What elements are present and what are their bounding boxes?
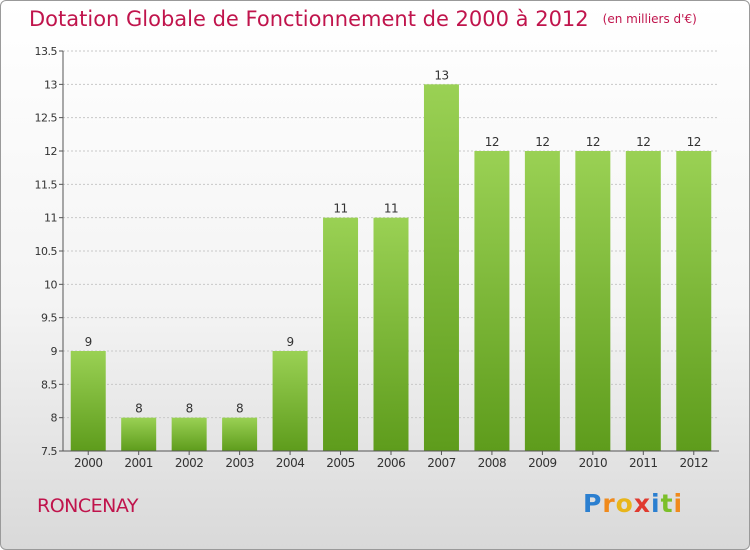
x-tick-label: 2002 [175, 456, 204, 470]
bar [676, 151, 712, 451]
bar-value-label: 8 [186, 402, 193, 416]
commune-name: RONCENAY [37, 495, 138, 517]
x-tick-label: 2004 [276, 456, 305, 470]
bar-value-label: 11 [384, 202, 398, 216]
bar [171, 417, 207, 451]
logo-letter: i [673, 489, 684, 518]
y-tick-label: 11 [44, 212, 57, 225]
bar-value-label: 12 [687, 135, 701, 149]
logo-letter: r [602, 489, 616, 518]
logo-letter: x [633, 489, 651, 518]
x-tick-label: 2001 [124, 456, 153, 470]
bar [272, 351, 308, 451]
y-tick-label: 8 [51, 412, 58, 425]
y-tick-label: 10 [44, 278, 57, 291]
x-tick-label: 2006 [377, 456, 406, 470]
bar [524, 151, 560, 451]
bar-value-label: 9 [287, 335, 294, 349]
y-tick-label: 8.5 [41, 378, 57, 391]
x-tick-label: 2010 [579, 456, 608, 470]
bar [121, 417, 157, 451]
bar-value-label: 8 [236, 402, 243, 416]
y-tick-label: 9 [51, 345, 58, 358]
logo-letter: P [583, 489, 603, 518]
title-text: Dotation Globale de Fonctionnement de 20… [29, 7, 589, 31]
x-tick-label: 2005 [326, 456, 355, 470]
y-tick-label: 13.5 [35, 45, 58, 58]
x-tick-label: 2008 [478, 456, 507, 470]
bar-value-label: 8 [135, 402, 142, 416]
y-tick-label: 7.5 [41, 445, 57, 458]
bar [625, 151, 661, 451]
bar-value-label: 12 [535, 135, 549, 149]
x-tick-label: 2012 [679, 456, 708, 470]
x-tick-label: 2009 [528, 456, 557, 470]
bar [70, 351, 106, 451]
x-tick-label: 2011 [629, 456, 658, 470]
bar [423, 84, 459, 451]
y-tick-label: 13 [44, 78, 57, 91]
bar-value-label: 13 [434, 68, 448, 82]
logo-letter: t [660, 489, 674, 518]
bar-value-label: 12 [586, 135, 600, 149]
bar-value-label: 12 [485, 135, 499, 149]
bar [222, 417, 258, 451]
y-tick-label: 11.5 [35, 178, 58, 191]
y-tick-label: 12 [44, 145, 57, 158]
bar [575, 151, 611, 451]
y-tick-label: 12.5 [35, 112, 58, 125]
proxiti-logo: Proxiti [583, 489, 683, 518]
logo-letter: i [651, 489, 661, 518]
title-unit: (en milliers d'€) [602, 12, 697, 26]
bar [323, 217, 359, 451]
bar-value-label: 9 [85, 335, 92, 349]
bar-value-label: 11 [333, 202, 347, 216]
y-tick-label: 9.5 [41, 312, 57, 325]
x-tick-label: 2000 [74, 456, 103, 470]
x-tick-label: 2007 [427, 456, 456, 470]
bar-value-label: 12 [636, 135, 650, 149]
chart-title: Dotation Globale de Fonctionnement de 20… [29, 7, 697, 31]
logo-letter: o [615, 489, 634, 518]
x-tick-label: 2003 [225, 456, 254, 470]
bar [373, 217, 409, 451]
bar [474, 151, 510, 451]
y-tick-label: 10.5 [35, 245, 58, 258]
